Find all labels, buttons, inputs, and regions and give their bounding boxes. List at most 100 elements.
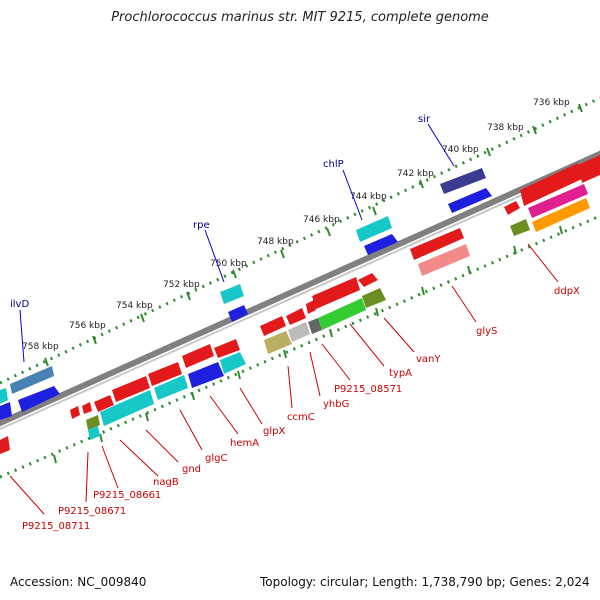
gene-label-ddpX: ddpX [554,286,580,297]
scale-label: 748 kbp [257,237,294,247]
scale-ticks [44,103,583,464]
gene-arrow [410,228,464,260]
gene-arrow [510,219,530,236]
tick [53,454,57,464]
gene-label-P9215_08571: P9215_08571 [334,384,402,395]
gene-arrow [214,339,240,358]
tick [372,206,377,216]
tick [191,391,195,401]
scale-line-top [0,96,600,385]
gene-label-sir: sir [418,114,431,125]
tick [375,307,379,317]
tick [513,245,517,255]
gene-arrow [0,388,8,404]
gene-arrow [112,376,150,402]
gene-label-P9215_08711: P9215_08711 [22,521,90,532]
gene-arrow [86,415,100,430]
gene-arrow [154,375,188,400]
gene-arrow [260,316,286,336]
gene-arrow [318,298,366,330]
gene-label-nagB: nagB [153,477,179,488]
gene-label-ilvD: ilvD [10,299,29,310]
tick [280,249,285,259]
gene-arrow [100,390,154,426]
label-leaders-red [9,243,559,515]
gene-arrow [228,305,248,322]
gene-label-hemA: hemA [230,438,259,449]
gene-arrow [286,308,306,325]
gene-arrow [528,184,588,218]
scale-label: 736 kbp [533,98,570,108]
tick [419,179,424,189]
gene-arrow [356,216,392,242]
gene-arrow [18,386,60,412]
gene-arrow [532,198,590,232]
scale-labels: 736 kbp 738 kbp 740 kbp 742 kbp 744 kbp … [22,98,570,352]
scale-label: 750 kbp [210,259,247,269]
label-leaders [19,123,455,363]
tick [44,357,49,367]
scale-label: 744 kbp [350,192,387,202]
tick [467,265,471,275]
tick [140,313,145,323]
gene-label-gnd: gnd [182,464,201,475]
gene-arrow [264,331,292,354]
scale-label: 738 kbp [487,123,524,133]
gene-label-P9215_08661: P9215_08661 [93,490,161,501]
gene-arrow [188,362,224,388]
scale-label: 758 kbp [22,342,59,352]
gene-arrow [94,395,114,412]
gene-arrow [418,244,470,276]
gene-label-rpe: rpe [193,220,210,231]
tick [421,286,425,296]
gene-label-glpX: glpX [263,426,285,437]
top-gene-labels: sir chlP rpe ilvD [10,114,431,310]
gene-arrow [578,155,600,183]
tick [578,103,583,113]
tick [237,370,241,380]
gene-label-yhbG: yhbG [323,399,349,410]
scale-label: 754 kbp [116,301,153,311]
gene-arrow [288,322,310,342]
scale-label: 742 kbp [397,169,434,179]
gene-label-ccmC: ccmC [287,412,315,423]
gene-label-glgC: glgC [205,453,227,464]
gene-arrow [306,300,316,314]
gene-arrow [312,277,360,309]
gene-arrow [10,366,54,394]
tick [329,328,333,338]
genome-title: Prochlorococcus marinus str. MIT 9215, c… [111,10,489,25]
gene-arrow [0,436,10,454]
gene-arrow [504,201,520,215]
accession-label: Accession: NC_009840 [10,575,147,589]
tick [145,412,149,422]
gene-arrow [0,402,12,420]
reverse-genes [0,184,590,454]
tick [186,291,191,301]
gene-label-vanY: vanY [416,354,441,365]
bottom-gene-labels: ddpX glyS vanY typA P9215_08571 yhbG ccm… [22,286,580,532]
scale-label: 756 kbp [69,321,106,331]
topology-label: Topology: circular; Length: 1,738,790 bp… [260,575,590,589]
scale-label: 746 kbp [303,215,340,225]
gene-label-typA: typA [389,368,412,379]
gene-arrow [70,406,80,419]
gene-arrow [362,288,386,308]
tick [532,125,537,135]
tick [486,147,491,157]
tick [99,433,103,443]
tick [283,349,287,359]
forward-genes [0,155,600,420]
tick [326,227,331,237]
tick [92,335,97,345]
gene-arrow [82,402,92,414]
gene-label-glyS: glyS [476,326,497,337]
gene-arrow [88,426,100,440]
gene-arrow [364,234,398,255]
gene-arrow [182,344,214,368]
scale-line-bottom [0,214,600,479]
gene-arrow [358,273,378,287]
gene-arrow [520,163,584,206]
